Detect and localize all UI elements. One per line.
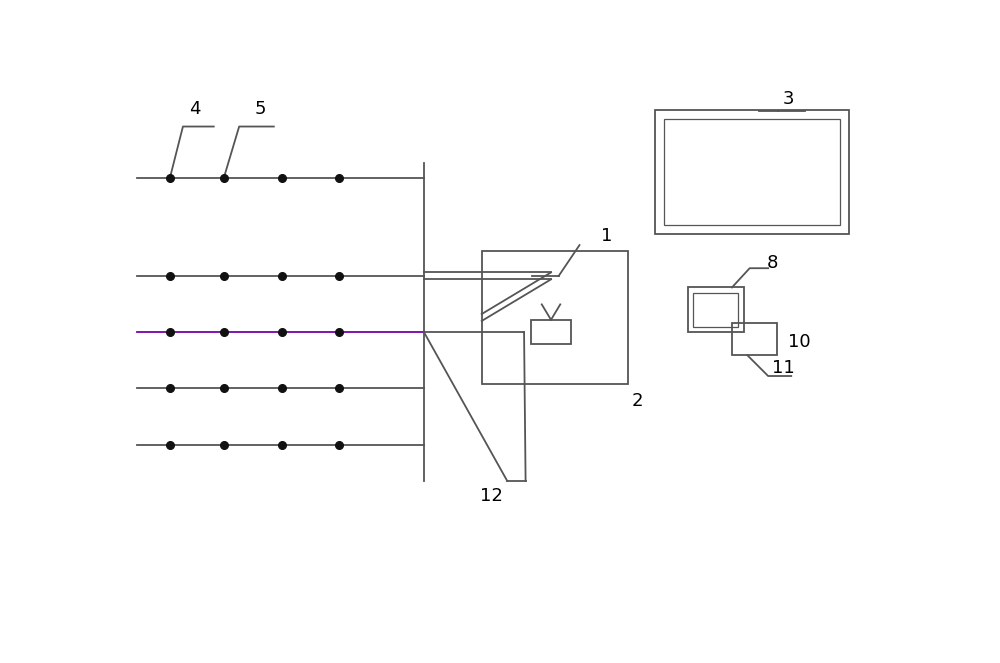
Bar xyxy=(655,109,849,234)
Bar xyxy=(531,320,571,345)
Bar xyxy=(693,293,738,327)
Text: 12: 12 xyxy=(480,487,502,505)
Bar xyxy=(482,251,628,384)
Text: 4: 4 xyxy=(190,100,201,118)
Text: 8: 8 xyxy=(767,254,778,272)
Text: 1: 1 xyxy=(601,227,612,245)
Text: 10: 10 xyxy=(788,333,810,351)
Bar xyxy=(732,323,777,355)
Text: 5: 5 xyxy=(254,100,266,118)
Text: 2: 2 xyxy=(631,392,643,410)
Bar xyxy=(664,119,840,225)
Text: 11: 11 xyxy=(772,359,795,377)
Text: 3: 3 xyxy=(782,90,794,108)
Bar xyxy=(688,288,744,332)
